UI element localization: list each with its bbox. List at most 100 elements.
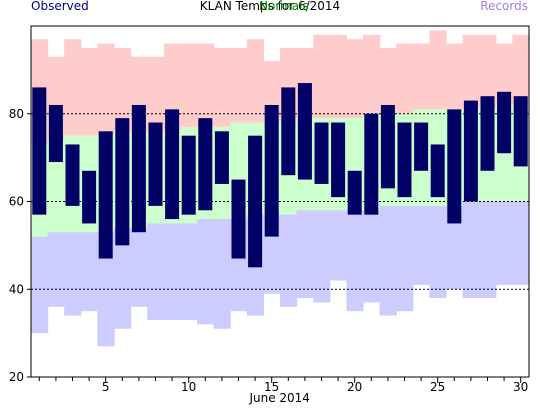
x-tick-label: 10 — [181, 380, 196, 394]
x-axis-label: June 2014 — [248, 391, 310, 405]
record-low-band — [429, 205, 447, 299]
record-high-band — [363, 34, 381, 114]
observed-bar — [297, 83, 312, 180]
record-high-band — [230, 47, 248, 123]
record-low-band — [130, 227, 148, 307]
record-high-band — [97, 43, 115, 136]
record-low-band — [495, 201, 513, 285]
record-high-band — [213, 47, 231, 127]
observed-bar — [347, 170, 362, 215]
chart-title: KLAN Temps for 6/2014 — [199, 0, 341, 13]
observed-bar — [214, 131, 229, 184]
observed-bar — [198, 118, 213, 211]
record-low-band — [280, 214, 298, 307]
record-low-band — [114, 227, 132, 329]
record-low-band — [329, 210, 347, 281]
record-low-band — [180, 223, 198, 320]
record-low-band — [163, 223, 181, 320]
record-high-band — [462, 34, 480, 110]
observed-bar — [331, 122, 346, 198]
record-high-band — [479, 34, 497, 110]
x-tick-label: 20 — [347, 380, 362, 394]
record-high-band — [180, 43, 198, 127]
x-tick-label: 25 — [430, 380, 445, 394]
record-high-band — [396, 43, 414, 114]
record-low-band — [147, 223, 165, 320]
observed-bar — [48, 104, 63, 163]
record-high-band — [329, 34, 347, 119]
record-low-band — [197, 219, 215, 325]
observed-bar — [181, 135, 196, 215]
record-low-band — [64, 232, 82, 316]
record-high-band — [313, 34, 331, 119]
observed-bar — [264, 104, 279, 237]
record-low-band — [97, 232, 115, 347]
x-tick-label: 30 — [513, 380, 528, 394]
observed-bar — [463, 100, 478, 202]
observed-bar — [98, 131, 113, 259]
record-high-band — [197, 43, 215, 127]
observed-bar — [447, 109, 462, 224]
observed-bar — [430, 144, 445, 198]
observed-bar — [131, 104, 146, 233]
record-high-band — [147, 56, 165, 132]
observed-bar — [115, 118, 130, 246]
record-low-band — [31, 236, 49, 334]
record-high-band — [246, 39, 264, 123]
observed-bar — [231, 179, 246, 259]
observed-bar — [513, 96, 528, 167]
y-tick-label: 20 — [9, 370, 24, 384]
observed-bar — [148, 122, 163, 206]
normal-band — [47, 140, 65, 233]
observed-bar — [314, 122, 329, 184]
record-low-band — [379, 205, 397, 316]
axes-layer: 20 40 60 80 5 10 15 20 25 30 June 2014 — [9, 107, 529, 405]
record-low-band — [479, 201, 497, 299]
records-legend-label: Records — [480, 0, 528, 13]
record-low-band — [446, 205, 464, 290]
record-low-band — [412, 205, 430, 285]
record-high-band — [64, 39, 82, 136]
record-high-band — [80, 47, 98, 136]
y-tick-label: 60 — [9, 195, 24, 209]
record-low-band — [512, 201, 530, 285]
observed-bar — [248, 135, 263, 268]
x-tick-label: 15 — [264, 380, 279, 394]
observed-bar — [165, 109, 180, 220]
observed-bar — [480, 96, 495, 171]
observed-bar — [497, 91, 512, 154]
record-low-band — [396, 205, 414, 312]
record-high-band — [495, 43, 513, 105]
record-low-band — [47, 232, 65, 307]
record-low-band — [462, 201, 480, 299]
record-high-band — [512, 34, 530, 105]
observed-bar — [397, 122, 412, 198]
record-high-band — [379, 47, 397, 114]
record-high-band — [446, 43, 464, 110]
observed-bar — [364, 113, 379, 215]
observed-bars-layer — [32, 83, 528, 268]
record-high-band — [114, 47, 132, 132]
x-tick-label: 5 — [102, 380, 110, 394]
record-low-band — [313, 210, 331, 303]
observed-bar — [32, 87, 47, 215]
observed-bar — [65, 144, 80, 206]
record-low-band — [80, 232, 98, 312]
gridlines-layer — [31, 113, 529, 290]
observed-bar — [414, 122, 429, 171]
observed-bar — [82, 170, 97, 224]
observed-legend-label: Observed — [31, 0, 89, 13]
observed-bar — [281, 87, 296, 176]
normals-legend-label: Normals — [259, 0, 309, 13]
y-tick-label: 80 — [9, 107, 24, 121]
record-low-band — [296, 210, 314, 299]
record-low-band — [346, 210, 364, 312]
record-low-band — [213, 219, 231, 329]
record-high-band — [429, 30, 447, 110]
y-tick-label: 40 — [9, 282, 24, 296]
record-low-band — [363, 210, 381, 303]
record-high-band — [412, 43, 430, 110]
record-high-band — [346, 39, 364, 119]
